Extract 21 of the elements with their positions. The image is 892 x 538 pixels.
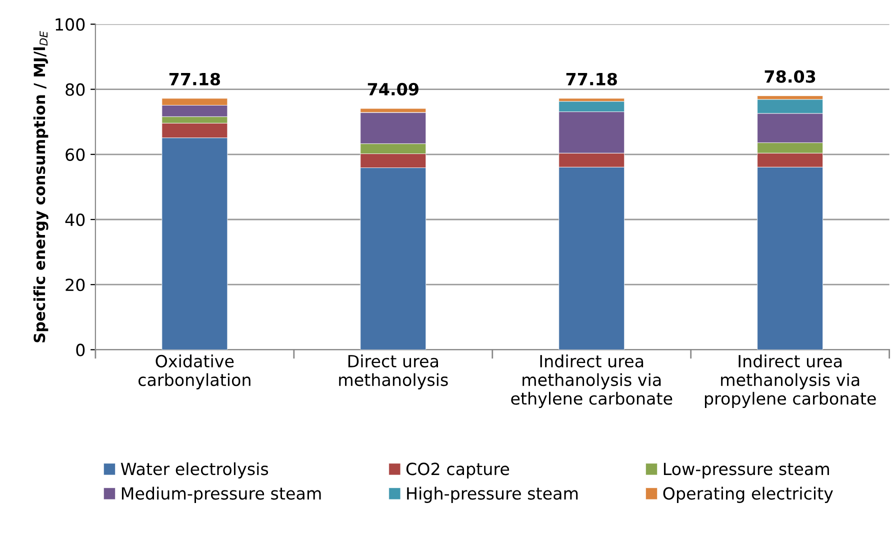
x-tick-label: Indirect urea methanolysis via propylene carbonate [704, 354, 876, 408]
y-tick-label: 100 [56, 18, 85, 31]
x-tick-label: Direct urea methanolysis [339, 354, 448, 390]
y-tick-label: 0 [76, 344, 85, 356]
total-label: 77.18 [169, 72, 220, 86]
total-label: 74.09 [368, 82, 418, 96]
y-tick-label: 60 [66, 148, 85, 161]
total-label: 77.18 [566, 72, 617, 86]
legend-label: Medium-pressure steam [122, 486, 321, 503]
legend-label: Operating electricity [663, 486, 833, 503]
legend-label: Low-pressure steam [664, 462, 829, 478]
y-tick-label: 80 [66, 83, 85, 96]
legend-label: High-pressure steam [407, 486, 578, 503]
legend-label: Water electrolysis [120, 462, 268, 478]
legend-label: CO2 capture [406, 462, 510, 478]
x-tick-label: Oxidative carbonylation [138, 354, 250, 390]
total-label: 78.03 [764, 70, 816, 83]
y-tick-label: 40 [65, 213, 85, 226]
y-tick-label: 20 [66, 278, 85, 292]
x-tick-label: Indirect urea methanolysis via ethylene carbonate [511, 354, 672, 408]
y-axis-title: Specific energy consumption / MJ/l$_{DE}$ [33, 30, 48, 342]
